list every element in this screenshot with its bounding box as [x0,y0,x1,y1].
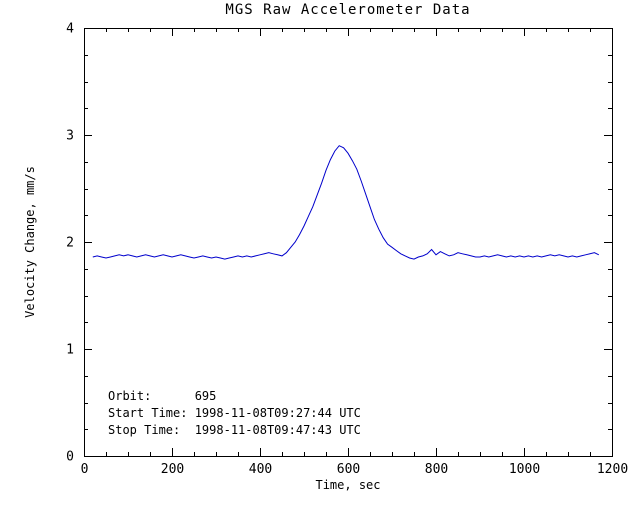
chart-title: MGS Raw Accelerometer Data [225,2,471,18]
x-tick-label: 400 [249,462,272,477]
x-tick-label: 0 [81,462,89,477]
x-tick-label: 1200 [597,462,628,477]
x-tick-label: 1000 [509,462,540,477]
data-line [92,145,600,260]
y-tick-label: 2 [66,236,74,251]
y-tick-label: 0 [66,450,74,465]
annotation-block: Orbit: 695 Start Time: 1998-11-08T09:27:… [108,388,361,439]
x-tick-label: 600 [337,462,360,477]
x-axis-label: Time, sec [315,478,381,492]
y-tick-label: 1 [66,343,74,358]
annotation-orbit: Orbit: 695 [108,389,217,403]
x-tick-label: 200 [161,462,184,477]
annotation-start-time: Start Time: 1998-11-08T09:27:44 UTC [108,406,361,420]
y-axis-label: Velocity Change, mm/s [23,166,37,318]
y-tick-label: 4 [66,22,74,37]
y-tick-label: 3 [66,129,74,144]
annotation-stop-time: Stop Time: 1998-11-08T09:47:43 UTC [108,423,361,437]
x-tick-label: 800 [425,462,448,477]
